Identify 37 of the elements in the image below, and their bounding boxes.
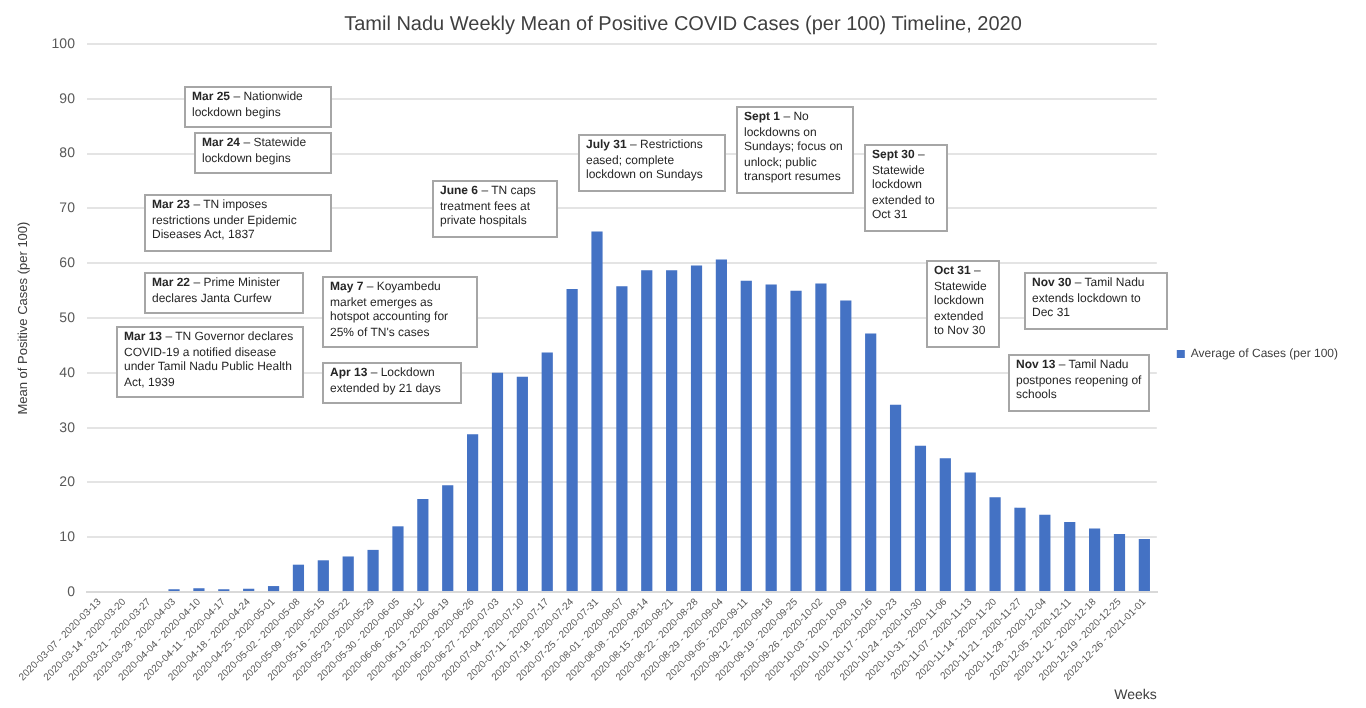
bar	[989, 497, 1001, 592]
bar	[939, 458, 951, 592]
bar	[1138, 538, 1150, 592]
bar	[641, 270, 653, 592]
bar	[467, 434, 479, 592]
bar	[392, 526, 404, 592]
bar	[516, 376, 528, 592]
bar	[815, 283, 827, 592]
bar	[715, 259, 727, 592]
chart-title: Tamil Nadu Weekly Mean of Positive COVID Cases (per 100) Timeline, 2020	[344, 13, 1023, 36]
bar	[267, 586, 280, 592]
bar	[840, 300, 852, 592]
bar	[442, 485, 454, 592]
bar	[292, 564, 305, 592]
bar	[765, 284, 777, 592]
bar	[317, 560, 329, 592]
bar	[1014, 507, 1026, 592]
bar	[1064, 521, 1076, 592]
bar	[666, 270, 678, 592]
bar	[889, 404, 902, 592]
bar	[740, 280, 752, 592]
bar	[790, 290, 802, 592]
bar	[367, 549, 379, 592]
bar	[865, 333, 877, 592]
bar	[1089, 528, 1101, 592]
bar	[690, 265, 703, 592]
bar	[342, 556, 354, 592]
bar	[591, 231, 603, 592]
bar	[964, 472, 976, 592]
bar	[1039, 514, 1051, 592]
bar	[566, 289, 578, 592]
bar	[914, 445, 927, 592]
bar	[417, 498, 429, 592]
bar	[616, 286, 628, 592]
bar	[491, 372, 504, 592]
bar	[541, 352, 553, 592]
bar	[1113, 533, 1126, 592]
